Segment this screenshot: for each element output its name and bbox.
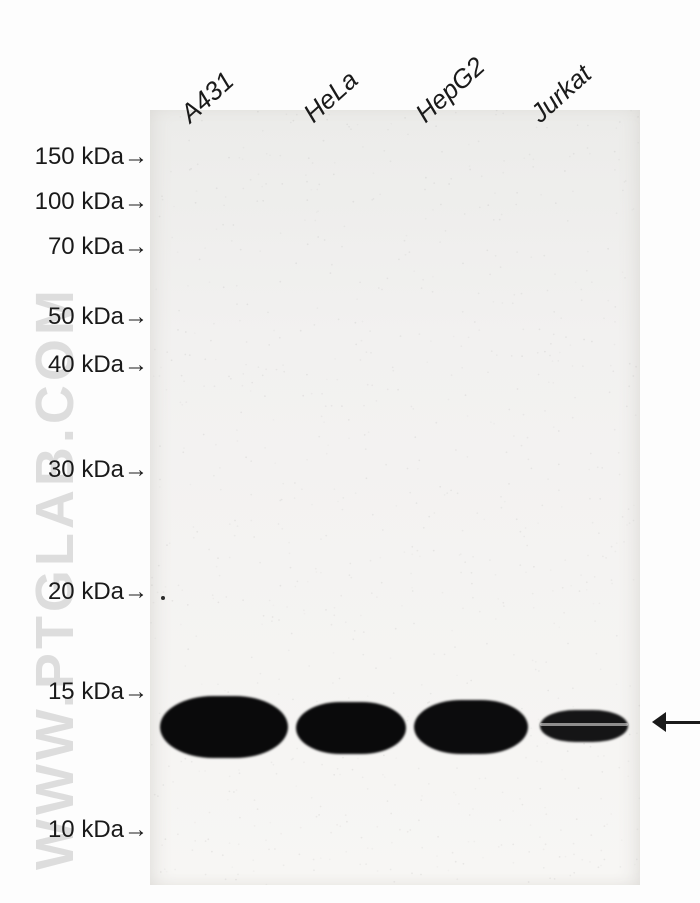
arrow-head-icon: [652, 712, 666, 732]
mw-marker-label: 40 kDa→: [0, 351, 148, 379]
figure-canvas: WWW.PTGLAB.COM150 kDa→100 kDa→70 kDa→50 …: [0, 0, 700, 903]
mw-marker-label: 15 kDa→: [0, 678, 148, 706]
mw-marker-label: 50 kDa→: [0, 303, 148, 331]
blot-membrane: [150, 110, 640, 885]
protein-band: [160, 696, 288, 758]
mw-marker-label: 100 kDa→: [0, 188, 148, 216]
mw-marker-label: 70 kDa→: [0, 233, 148, 261]
protein-band: [296, 702, 406, 754]
mw-marker-label: 150 kDa→: [0, 143, 148, 171]
arrow-shaft: [666, 721, 700, 724]
mw-marker-label: 10 kDa→: [0, 816, 148, 844]
membrane-grain: [150, 110, 640, 885]
protein-band: [540, 710, 628, 742]
target-band-arrow: [652, 712, 700, 732]
band-split-overlay: [540, 723, 628, 726]
mw-marker-label: 30 kDa→: [0, 456, 148, 484]
mw-marker-label: 20 kDa→: [0, 578, 148, 606]
protein-band: [414, 700, 528, 754]
